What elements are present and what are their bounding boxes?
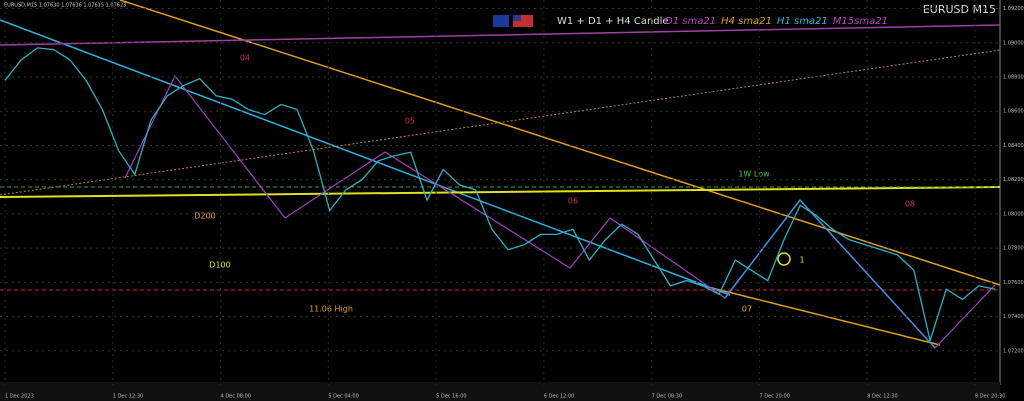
trendline xyxy=(119,0,1001,286)
y-tick-label: 1.07200 xyxy=(1003,348,1024,354)
sma-legend: D1 sma21 xyxy=(665,16,716,27)
trendline xyxy=(724,199,801,299)
annotation: 08 xyxy=(905,200,915,209)
y-tick-label: 1.08400 xyxy=(1003,143,1024,149)
annotation: 07 xyxy=(742,305,752,314)
trendline xyxy=(799,199,936,349)
symbol-title: EURUSD M15 xyxy=(923,3,996,16)
x-tick-label: 5 Dec 16:00 xyxy=(436,394,466,400)
y-tick-label: 1.08800 xyxy=(1003,75,1024,81)
annotation: D100 xyxy=(209,261,230,270)
annotation: 06 xyxy=(568,197,578,206)
info-line: EURUSD,M15 1.07630 1.07636 1.07615 1.076… xyxy=(4,3,126,9)
x-tick-label: 7 Dec 08:30 xyxy=(652,394,682,400)
sma-legend: M15sma21 xyxy=(833,16,888,27)
x-tick-label: 1 Dec 2023 xyxy=(5,394,34,400)
y-tick-label: 1.09000 xyxy=(1003,40,1024,46)
x-tick-label: 7 Dec 20:00 xyxy=(759,394,789,400)
annotation: D200 xyxy=(194,212,215,221)
trendline xyxy=(0,19,731,296)
y-tick-label: 1.08600 xyxy=(1003,109,1024,115)
x-tick-label: 8 Dec 20:30 xyxy=(975,394,1005,400)
eu-flag xyxy=(493,15,509,27)
price-line xyxy=(4,47,996,343)
y-tick-label: 1.07600 xyxy=(1003,280,1024,286)
y-tick-label: 1.08000 xyxy=(1003,211,1024,217)
x-tick-label: 5 Dec 04:00 xyxy=(328,394,358,400)
header: W1 + D1 + H4 Candle xyxy=(557,16,669,27)
sma-legend: H1 sma21 xyxy=(777,16,828,27)
trendline xyxy=(0,49,1001,196)
support-line xyxy=(0,186,1001,198)
x-tick-label: 4 Dec 08:00 xyxy=(221,394,251,400)
annotation: 1W Low xyxy=(738,170,770,179)
x-tick-label: 8 Dec 12:30 xyxy=(867,394,897,400)
us-flag-canton xyxy=(513,15,521,21)
trendline xyxy=(699,284,941,346)
annotation: 05 xyxy=(405,117,415,126)
sma-legend: H4 sma21 xyxy=(721,16,772,27)
time-axis xyxy=(0,382,1000,401)
x-tick-label: 6 Dec 12:00 xyxy=(544,394,574,400)
annotation: 1 xyxy=(799,256,804,265)
y-tick-label: 1.08200 xyxy=(1003,177,1024,183)
x-tick-label: 1 Dec 12:30 xyxy=(113,394,143,400)
marker-circle xyxy=(777,252,791,266)
sma-line xyxy=(0,24,1001,46)
y-tick-label: 1.07400 xyxy=(1003,314,1024,320)
annotation: 11.06 High xyxy=(309,305,353,314)
annotation: 04 xyxy=(240,54,250,63)
y-tick-label: 1.07800 xyxy=(1003,246,1024,252)
y-tick-label: 1.09200 xyxy=(1003,6,1024,12)
